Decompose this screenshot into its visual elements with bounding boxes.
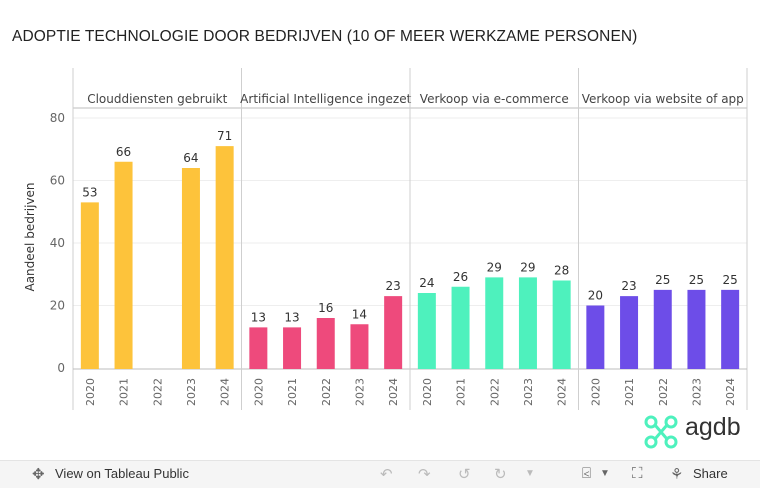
panel-3-x-tick-label-2024: 2024 bbox=[556, 378, 569, 406]
bar-chart: 0 20 40 60 80 Aandeel bedrijven Clouddiensten … bbox=[23, 68, 748, 410]
panel-2-x-tick-label-2020: 2020 bbox=[252, 378, 265, 406]
refresh-dropdown-chevron-icon[interactable]: ▼ bbox=[525, 468, 535, 479]
panel-1-x-tick-label-2020: 2020 bbox=[84, 378, 97, 406]
panel-3-data-label-2024: 28 bbox=[554, 264, 569, 278]
panel-3-data-label-2022: 29 bbox=[487, 260, 502, 274]
panel-1-data-label-2024: 71 bbox=[217, 129, 232, 143]
agdb-logo-text: agdb bbox=[685, 413, 741, 441]
panel-2-x-tick-label-2022: 2022 bbox=[320, 378, 333, 406]
download-icon[interactable]: ⍃ bbox=[582, 465, 592, 482]
panel-2-data-label-2024: 23 bbox=[386, 279, 401, 293]
panel-4-x-tick-label-2021: 2021 bbox=[623, 378, 636, 406]
panel-1-title: Clouddiensten gebruikt bbox=[87, 92, 227, 106]
move-icon[interactable]: ✥ bbox=[32, 466, 45, 483]
panel-4-bar-2020 bbox=[586, 305, 605, 369]
share-icon[interactable]: ⚘ bbox=[670, 466, 684, 483]
panel-1-data-label-2023: 64 bbox=[183, 151, 198, 165]
fullscreen-icon[interactable]: ⛶ bbox=[632, 465, 643, 482]
panel-4-title: Verkoop via website of app bbox=[582, 92, 744, 106]
panel-2-title: Artificial Intelligence ingezet bbox=[240, 92, 411, 106]
panel-3-bar-2020 bbox=[417, 293, 436, 369]
y-tick-label-20: 20 bbox=[50, 299, 65, 313]
panel-2-data-label-2020: 13 bbox=[251, 310, 266, 324]
panel-4-bar-2024 bbox=[721, 289, 740, 369]
panel-1-bar-2021 bbox=[114, 161, 133, 369]
panel-3-data-label-2023: 29 bbox=[520, 260, 535, 274]
panel-1-x-tick-label-2022: 2022 bbox=[151, 378, 164, 406]
panel-3-data-label-2021: 26 bbox=[453, 270, 468, 284]
panel-3-x-tick-label-2023: 2023 bbox=[522, 378, 535, 406]
panel-1-bar-2023 bbox=[181, 168, 200, 369]
panel-3-x-tick-label-2022: 2022 bbox=[488, 378, 501, 406]
revert-icon[interactable]: ↺ bbox=[458, 466, 471, 483]
tableau-toolbar: ✥ View on Tableau Public ↶ ↷ ↺ ↻ ▼ ⍃ ▼ ⛶… bbox=[0, 460, 760, 488]
y-tick-label-0: 0 bbox=[57, 361, 65, 375]
refresh-icon[interactable]: ↻ bbox=[494, 466, 507, 483]
panel-2-bar-2021 bbox=[283, 327, 302, 369]
panel-2-bar-2023 bbox=[350, 324, 369, 369]
panel-4-data-label-2021: 23 bbox=[621, 279, 636, 293]
y-tick-label-40: 40 bbox=[50, 236, 65, 250]
panel-4-bar-2021 bbox=[620, 296, 639, 369]
panel-4-data-label-2024: 25 bbox=[723, 273, 738, 287]
panel-2-data-label-2022: 16 bbox=[318, 301, 333, 315]
panel-1-bar-2024 bbox=[215, 146, 234, 369]
panel-4-x-tick-label-2024: 2024 bbox=[724, 378, 737, 406]
agdb-logo-mark-icon bbox=[644, 415, 678, 449]
agdb-logo: agdb bbox=[641, 410, 751, 452]
panel-2-x-tick-label-2021: 2021 bbox=[286, 378, 299, 406]
panel-4-data-label-2022: 25 bbox=[655, 273, 670, 287]
y-tick-label-80: 80 bbox=[50, 111, 65, 125]
panel-2-bar-2024 bbox=[384, 296, 403, 369]
panel-1-data-label-2021: 66 bbox=[116, 145, 131, 159]
panel-3-x-tick-label-2021: 2021 bbox=[455, 378, 468, 406]
panel-4-x-tick-label-2022: 2022 bbox=[657, 378, 670, 406]
panel-3-bar-2023 bbox=[518, 277, 537, 369]
y-axis-label: Aandeel bedrijven bbox=[23, 182, 37, 291]
panel-3-bar-2022 bbox=[485, 277, 504, 369]
panel-3-x-tick-label-2020: 2020 bbox=[421, 378, 434, 406]
panel-1-x-tick-label-2023: 2023 bbox=[185, 378, 198, 406]
panel-4-data-label-2020: 20 bbox=[588, 289, 603, 303]
panel-3-data-label-2020: 24 bbox=[419, 276, 434, 290]
chart-title: ADOPTIE TECHNOLOGIE DOOR BEDRIJVEN (10 O… bbox=[12, 28, 638, 45]
panel-4-bar-2023 bbox=[687, 289, 706, 369]
panel-1-bar-2020 bbox=[80, 202, 99, 369]
panel-1-x-tick-label-2024: 2024 bbox=[219, 378, 232, 406]
panel-3-bar-2021 bbox=[451, 286, 470, 369]
panel-3-bar-2024 bbox=[552, 280, 571, 369]
redo-icon[interactable]: ↷ bbox=[418, 466, 431, 483]
undo-icon[interactable]: ↶ bbox=[380, 466, 393, 483]
panel-4-bar-2022 bbox=[653, 289, 672, 369]
panel-4-data-label-2023: 25 bbox=[689, 273, 704, 287]
view-on-tableau-public-link[interactable]: View on Tableau Public bbox=[55, 466, 189, 481]
panel-2-bar-2022 bbox=[316, 318, 335, 369]
panel-2-bar-2020 bbox=[249, 327, 268, 369]
share-button[interactable]: Share bbox=[693, 466, 728, 481]
panel-2-data-label-2023: 14 bbox=[352, 307, 367, 321]
y-tick-label-60: 60 bbox=[50, 174, 65, 188]
download-dropdown-chevron-icon[interactable]: ▼ bbox=[600, 468, 610, 479]
panel-1-x-tick-label-2021: 2021 bbox=[118, 378, 131, 406]
panel-2-x-tick-label-2024: 2024 bbox=[387, 378, 400, 406]
panel-4-x-tick-label-2023: 2023 bbox=[690, 378, 703, 406]
panel-3-title: Verkoop via e-commerce bbox=[420, 92, 569, 106]
panel-4-x-tick-label-2020: 2020 bbox=[589, 378, 602, 406]
panel-1-data-label-2020: 53 bbox=[82, 185, 97, 199]
panel-2-data-label-2021: 13 bbox=[284, 310, 299, 324]
panel-2-x-tick-label-2023: 2023 bbox=[353, 378, 366, 406]
